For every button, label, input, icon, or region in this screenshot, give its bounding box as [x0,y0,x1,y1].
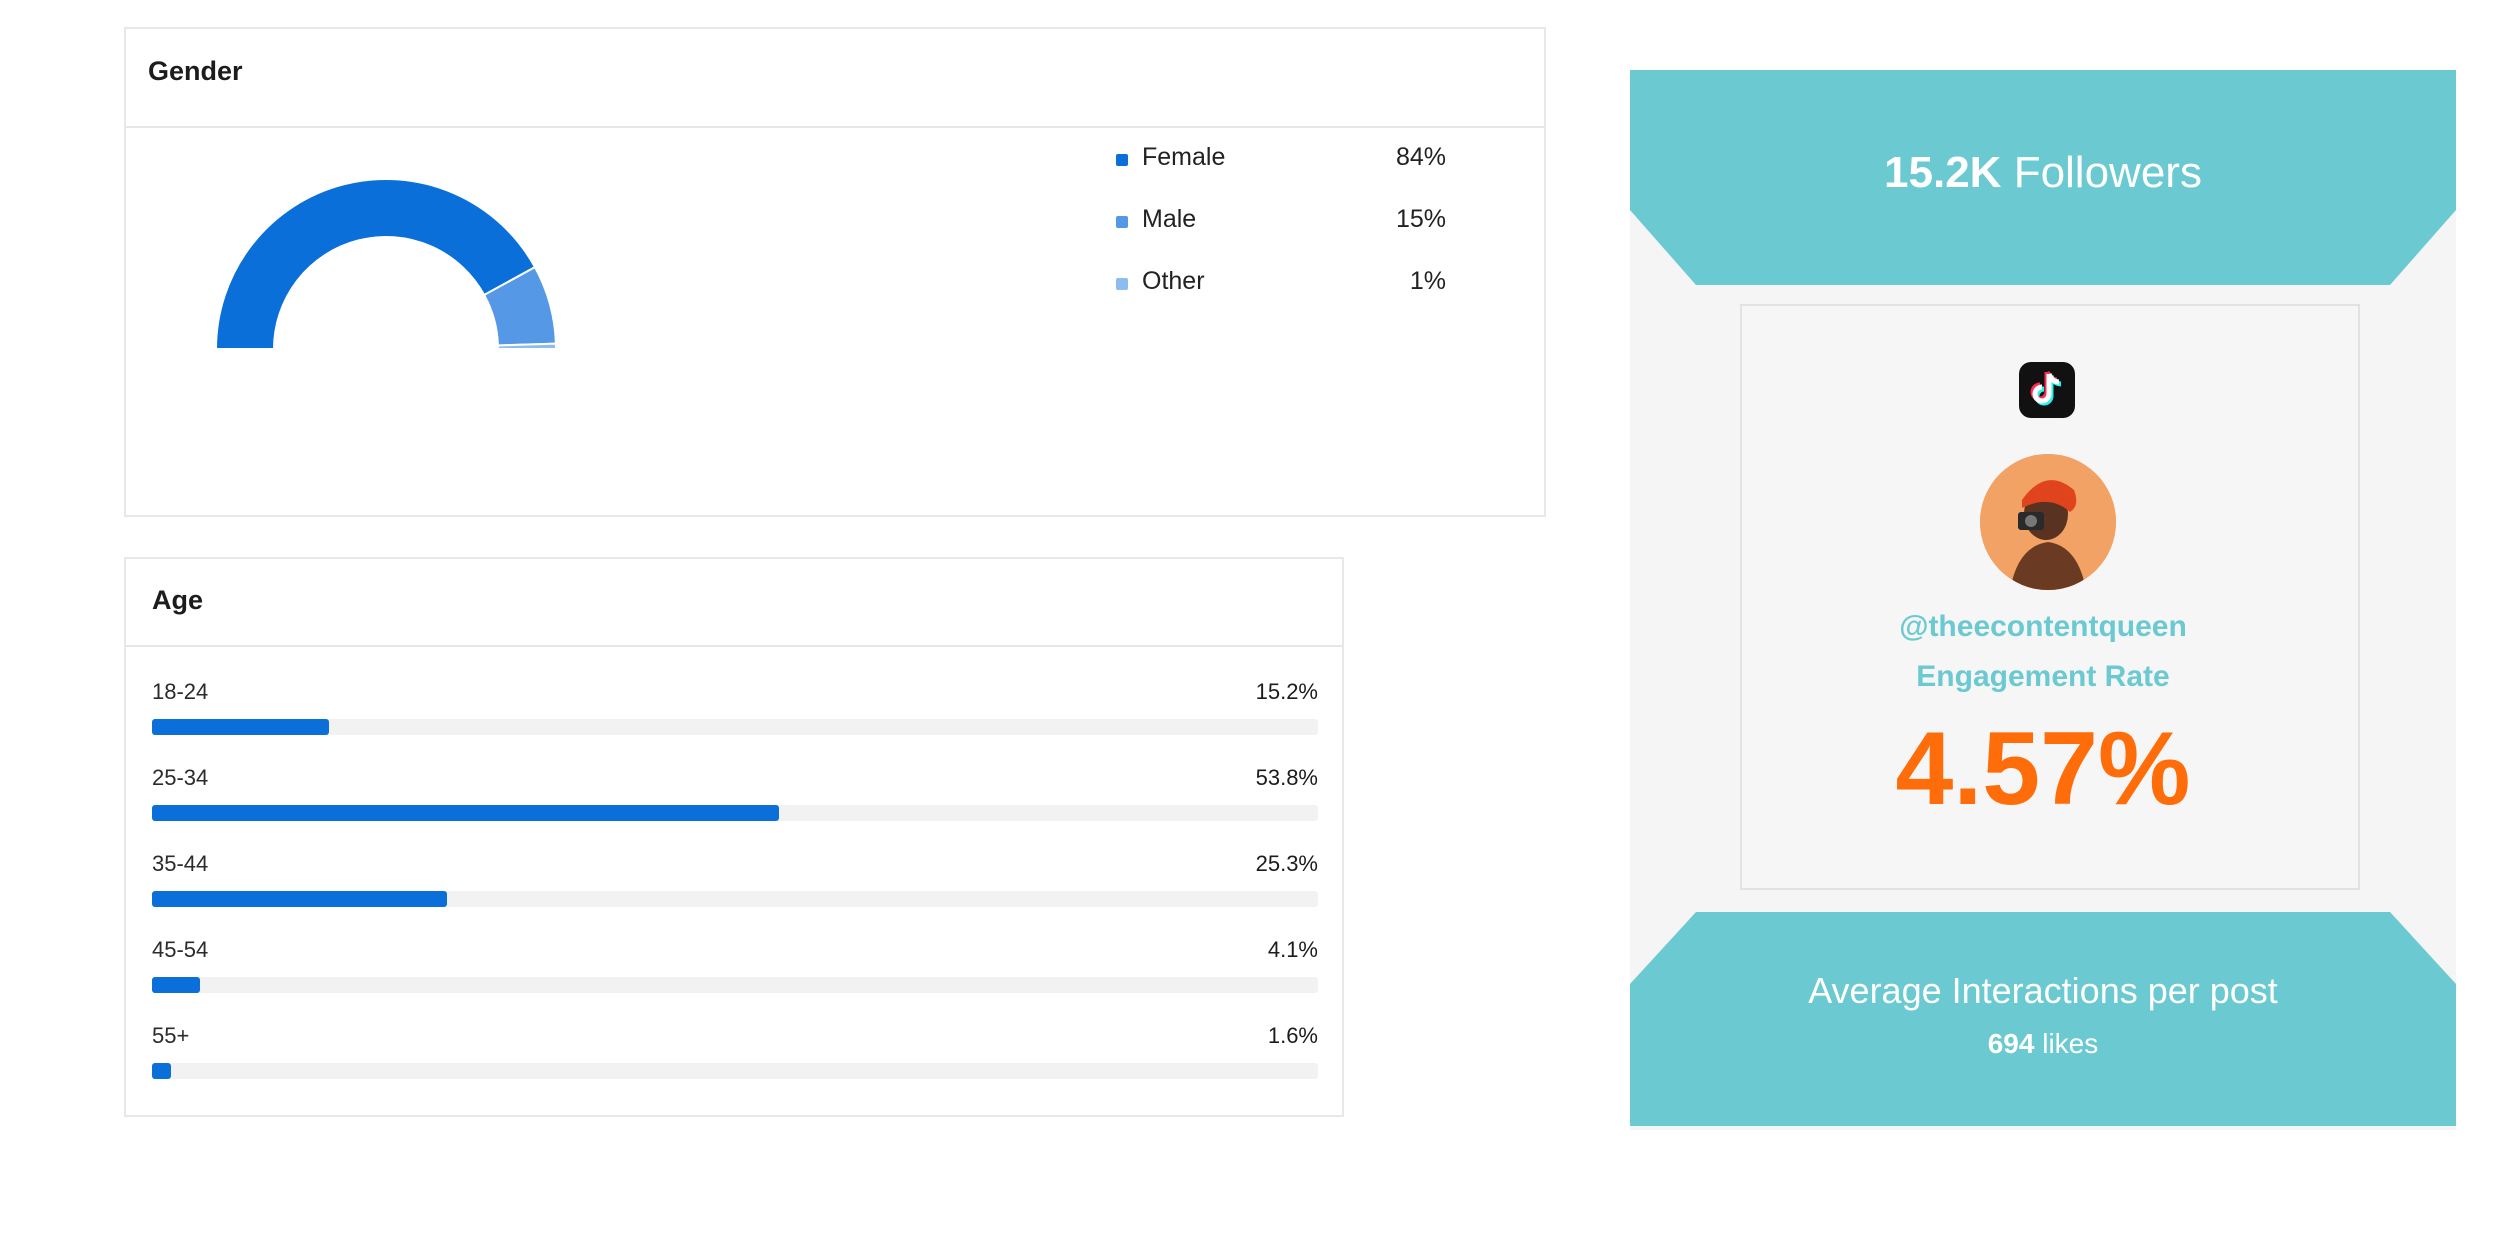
gender-card: Gender Female 84% Male 15% Other 1% [124,27,1546,517]
age-title: Age [152,585,204,615]
age-bar-track [152,805,1318,821]
age-bar-track [152,1063,1318,1079]
avatar [1980,454,2116,590]
legend-item-other: Other 1% [1116,263,1446,325]
followers-heading: 15.2K Followers [1630,148,2456,198]
donut-segment-other [496,342,558,350]
profile-handle: @theecontentqueen [1899,610,2187,643]
age-bar-fill [152,977,200,993]
age-bar-fill [152,1063,171,1079]
age-card: Age 18-24 15.2% 25-34 53.8% 35-44 25.3% … [124,557,1344,1117]
age-label: 35-44 [152,851,209,876]
tiktok-icon [2019,362,2075,418]
gender-title: Gender [148,56,243,86]
engagement-rate-value: 4.57% [1895,711,2191,827]
age-bar-fill [152,805,780,821]
age-bar-track [152,891,1318,907]
age-value: 1.6% [1267,1023,1318,1048]
likes-summary: 694 likes [1630,1028,2456,1060]
age-value: 53.8% [1255,765,1318,790]
likes-label: likes [2042,1028,2099,1059]
age-label: 25-34 [152,765,209,790]
age-value: 15.2% [1255,679,1318,704]
legend-swatch-other [1116,278,1128,290]
legend-label: Other [1142,267,1205,295]
age-row-55-plus: 55+ 1.6% [152,1023,1318,1093]
age-bar-track [152,719,1318,735]
age-label: 55+ [152,1023,190,1048]
legend-value: 1% [1409,267,1446,295]
gender-half-donut-chart [216,178,558,350]
age-value: 25.3% [1255,851,1318,876]
followers-banner [1630,70,2456,285]
card-background-shapes [1630,70,2456,1126]
likes-count: 694 [1987,1028,2035,1059]
interactions-banner [1630,912,2456,1126]
age-row-25-34: 25-34 53.8% [152,765,1318,835]
engagement-rate-label: Engagement Rate [1916,660,2170,693]
age-value: 4.1% [1267,937,1318,962]
age-row-18-24: 18-24 15.2% [152,679,1318,749]
interactions-title: Average Interactions per post [1808,970,2278,1011]
legend-swatch-female [1116,154,1128,166]
gender-legend: Female 84% Male 15% Other 1% [1116,139,1446,325]
age-card-header: Age [126,559,1342,647]
legend-swatch-male [1116,216,1128,228]
followers-count: 15.2K [1884,148,2002,197]
age-row-45-54: 45-54 4.1% [152,937,1318,1007]
donut-segment-female [216,178,537,350]
legend-value: 84% [1395,143,1446,171]
age-bar-fill [152,891,447,907]
influencer-stats-card: 15.2K Followers @theecontentqueen Engage… [1630,70,2456,1130]
legend-item-male: Male 15% [1116,201,1446,263]
gender-card-header: Gender [126,29,1544,128]
legend-label: Female [1142,143,1226,171]
age-label: 45-54 [152,937,209,962]
age-label: 18-24 [152,679,209,704]
followers-label: Followers [2013,148,2202,197]
age-bar-track [152,977,1318,993]
legend-label: Male [1142,205,1197,233]
age-row-35-44: 35-44 25.3% [152,851,1318,921]
legend-value: 15% [1395,205,1446,233]
age-bar-fill [152,719,330,735]
legend-item-female: Female 84% [1116,139,1446,201]
